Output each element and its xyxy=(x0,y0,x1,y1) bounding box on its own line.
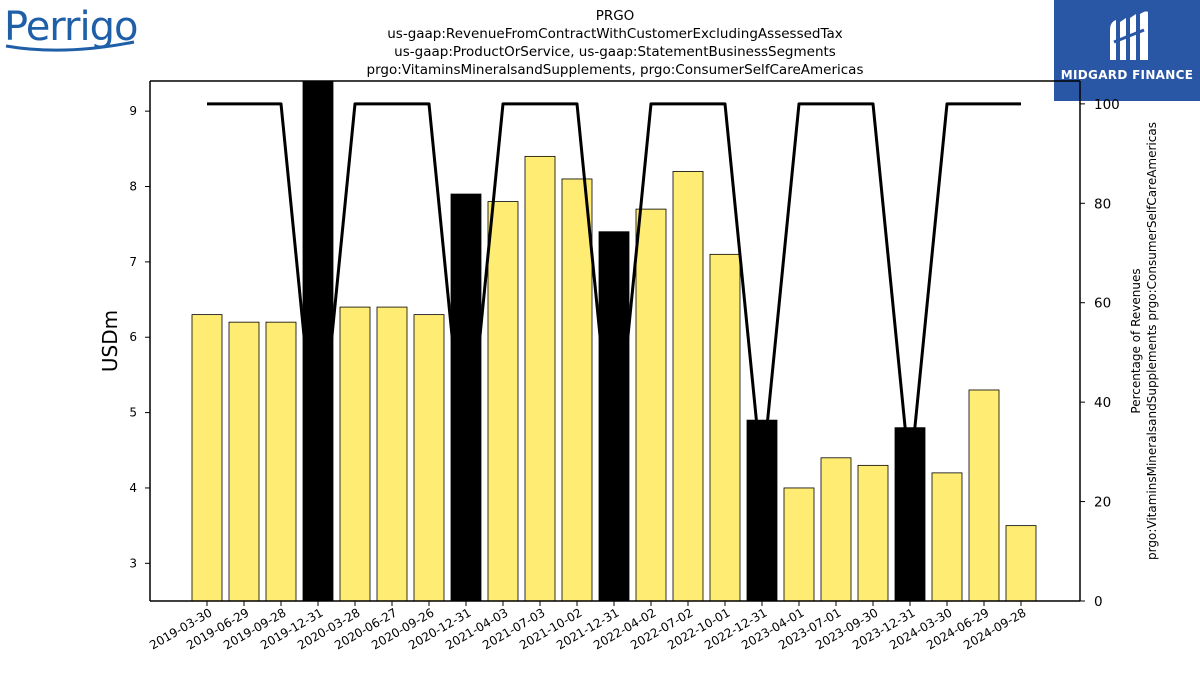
bar xyxy=(709,253,741,602)
y2-tick-label: 60 xyxy=(1094,296,1111,312)
midgard-finance-logo-icon xyxy=(1110,11,1148,61)
y2-tick-label: 20 xyxy=(1094,495,1111,511)
y-tick-label: 4 xyxy=(129,481,137,495)
bar xyxy=(931,472,963,602)
chart-title-line: us-gaap:ProductOrService, us-gaap:Statem… xyxy=(394,44,836,60)
y-axis-label: USDm xyxy=(98,310,122,372)
midgard-finance-watermark: MIDGARD FINANCE xyxy=(1054,0,1200,101)
bar xyxy=(487,201,519,602)
bar xyxy=(894,427,926,602)
bar xyxy=(857,464,889,602)
perrigo-swoosh-icon xyxy=(5,40,135,52)
bar xyxy=(228,321,260,602)
chart-title-line: prgo:VitaminsMineralsandSupplements, prg… xyxy=(366,62,864,78)
y-tick-label: 3 xyxy=(129,556,137,570)
bar xyxy=(450,193,482,602)
y-tick-label: 7 xyxy=(129,255,137,269)
perrigo-logo: Perrigo xyxy=(4,4,144,56)
percentage-line xyxy=(207,102,1021,479)
percentage-line-series xyxy=(207,102,1021,479)
bar-series xyxy=(191,80,1037,602)
bar xyxy=(1005,525,1037,602)
y2-tick-label: 40 xyxy=(1094,395,1111,411)
chart-axes xyxy=(149,80,1081,602)
y2-axis-ticks: 0 20 40 60 80 100 xyxy=(1080,97,1120,610)
bar xyxy=(302,80,334,602)
bar xyxy=(783,487,815,602)
bar xyxy=(191,314,223,602)
y2-axis-label-line: prgo:VitaminsMineralsandSupplements prgo… xyxy=(1145,122,1159,560)
chart-title-line: PRGO xyxy=(595,8,635,24)
y-axis-ticks: 3 4 5 6 7 8 9 xyxy=(129,104,150,570)
midgard-finance-text: MIDGARD FINANCE xyxy=(1060,68,1194,82)
y2-axis-label-line: Percentage of Revenues xyxy=(1129,268,1143,413)
y-tick-label: 5 xyxy=(129,406,137,420)
bar xyxy=(524,155,556,602)
bar xyxy=(265,321,297,602)
bar xyxy=(672,171,704,602)
y2-tick-label: 80 xyxy=(1094,196,1111,212)
bar xyxy=(413,314,445,602)
bar xyxy=(339,306,371,602)
bar xyxy=(820,457,852,602)
bar xyxy=(561,178,593,602)
bar xyxy=(598,231,630,602)
y-tick-label: 8 xyxy=(129,180,137,194)
y-tick-label: 9 xyxy=(129,104,137,118)
x-axis-ticks: 2019-03-302019-06-292019-09-282019-12-31… xyxy=(147,601,1029,652)
chart-title-line: us-gaap:RevenueFromContractWithCustomerE… xyxy=(387,26,843,42)
bar xyxy=(968,389,1000,602)
y2-tick-label: 100 xyxy=(1094,97,1120,113)
bar xyxy=(635,208,667,602)
perrigo-logo-text: Perrigo xyxy=(4,4,138,50)
chart-title: PRGO us-gaap:RevenueFromContractWithCust… xyxy=(300,7,930,79)
bar xyxy=(746,419,778,602)
y-tick-label: 6 xyxy=(129,330,137,344)
y2-tick-label: 0 xyxy=(1094,594,1103,610)
bar xyxy=(376,306,408,602)
